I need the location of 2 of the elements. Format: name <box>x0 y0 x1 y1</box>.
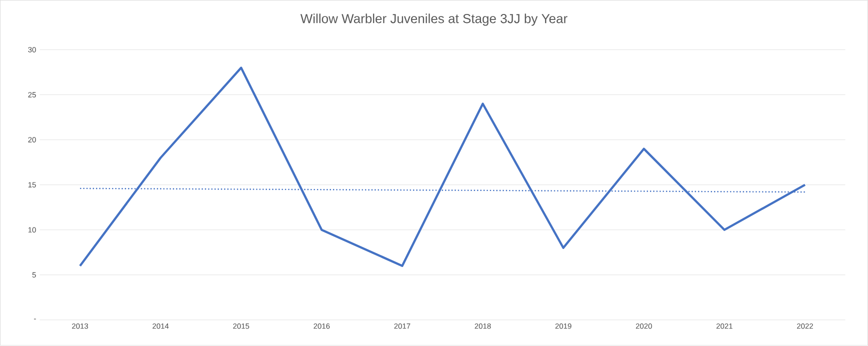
chart-title: Willow Warbler Juveniles at Stage 3JJ by Year <box>300 14 568 26</box>
line-series <box>78 66 806 268</box>
